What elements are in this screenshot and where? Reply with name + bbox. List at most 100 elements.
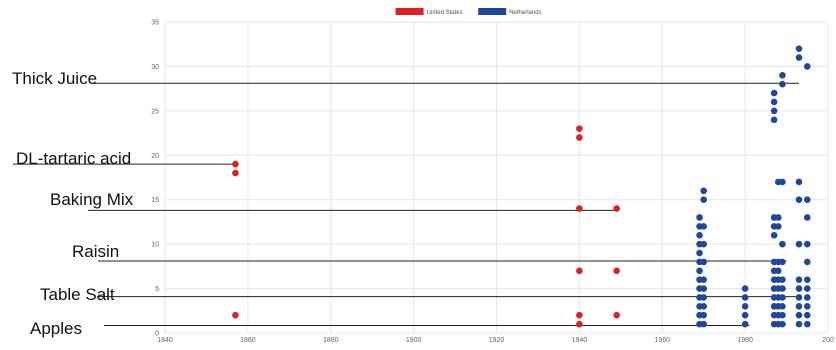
united-states-point [613, 267, 620, 275]
netherlands-point [770, 89, 778, 97]
y-tick-label: 25 [151, 108, 159, 115]
netherlands-point [803, 320, 811, 328]
netherlands-point [696, 214, 703, 221]
netherlands-point [774, 267, 782, 275]
annotation-labels: Thick Juice DL-tartaric acid Baking Mix Rai… [12, 69, 134, 338]
netherlands-point [803, 311, 811, 319]
netherlands-point [803, 294, 811, 301]
y-tick-label: 30 [151, 64, 159, 71]
netherlands-point [795, 285, 803, 292]
annotation-label: Apples [30, 319, 82, 338]
netherlands-point [700, 303, 707, 310]
netherlands-point [795, 311, 803, 319]
netherlands-point [779, 303, 786, 310]
netherlands-point [795, 320, 803, 328]
netherlands-point [741, 303, 749, 310]
netherlands-point [779, 276, 786, 283]
united-states-point [232, 160, 239, 168]
netherlands-point [770, 116, 778, 124]
united-states-point [576, 125, 583, 132]
united-states-point [613, 311, 620, 319]
grid [164, 21, 829, 334]
netherlands-point [795, 303, 803, 310]
netherlands-point [741, 320, 749, 328]
netherlands-point [795, 45, 803, 52]
netherlands-point [803, 196, 811, 204]
netherlands-point [795, 294, 803, 301]
netherlands-point [779, 178, 786, 186]
netherlands-point [803, 303, 811, 310]
united-states-point [576, 311, 583, 319]
netherlands-point [700, 187, 707, 195]
netherlands-point [696, 249, 703, 257]
netherlands-point [774, 214, 782, 221]
netherlands-point [696, 267, 703, 275]
x-tick-label: 1920 [489, 337, 505, 344]
netherlands-point [700, 196, 707, 204]
legend-label: United States [427, 10, 463, 16]
netherlands-point [803, 240, 811, 248]
y-tick-label: 15 [151, 197, 159, 204]
netherlands-point [779, 294, 786, 301]
netherlands-point [803, 276, 811, 283]
legend-swatch [395, 8, 424, 15]
netherlands-point [795, 178, 803, 186]
legend: United States Netherlands [395, 8, 542, 16]
legend-label: Netherlands [509, 10, 541, 16]
netherlands-point [700, 258, 707, 266]
netherlands-point [700, 240, 707, 248]
netherlands-point [795, 276, 803, 283]
netherlands-point [803, 214, 811, 221]
netherlands-point [770, 98, 778, 106]
netherlands-point [779, 240, 786, 248]
legend-swatch [478, 8, 507, 15]
annotation-label: DL-tartaric acid [16, 149, 131, 168]
netherlands-point [770, 231, 778, 239]
united-states-point [576, 205, 583, 212]
x-tick-label: 1900 [406, 337, 422, 344]
united-states-point [576, 267, 583, 275]
x-tick-label: 1840 [157, 337, 173, 344]
united-states-point [576, 134, 583, 141]
united-states-point [613, 205, 620, 212]
netherlands-point [774, 223, 782, 230]
netherlands-point [779, 80, 786, 88]
netherlands-point [741, 285, 749, 292]
y-tick-label: 0 [155, 331, 159, 338]
y-tick-label: 35 [151, 20, 159, 27]
y-tick-label: 20 [151, 153, 159, 160]
netherlands-point [700, 276, 707, 283]
netherlands-point [779, 320, 786, 328]
netherlands-point [696, 231, 703, 239]
netherlands-point [779, 285, 786, 292]
netherlands-point [700, 223, 707, 230]
x-tick-label: 1940 [572, 337, 588, 344]
netherlands-point [741, 311, 749, 319]
netherlands-point [779, 311, 786, 319]
annotation-label: Table Salt [40, 285, 115, 304]
x-tick-label: 1960 [654, 337, 670, 344]
x-axis: 1840 1860 1880 1900 1920 1940 1960 1980 200 [157, 337, 834, 344]
netherlands-point [795, 240, 803, 248]
netherlands-point [770, 107, 778, 115]
x-tick-label: 1860 [240, 337, 256, 344]
y-tick-label: 10 [151, 242, 159, 249]
x-tick-label: 200 [822, 337, 834, 344]
united-states-point [576, 320, 583, 328]
y-tick-label: 5 [155, 286, 159, 293]
netherlands-point [700, 311, 707, 319]
netherlands-point [803, 285, 811, 292]
annotation-label: Baking Mix [50, 190, 134, 209]
netherlands-point [779, 72, 786, 79]
netherlands-point [700, 285, 707, 292]
netherlands-point [795, 196, 803, 204]
data-points [232, 45, 811, 328]
united-states-point [232, 311, 239, 319]
netherlands-point [700, 320, 707, 328]
netherlands-point [741, 294, 749, 301]
netherlands-point [795, 54, 803, 61]
annotation-label: Thick Juice [12, 69, 97, 88]
x-tick-label: 1980 [737, 337, 753, 344]
netherlands-point [779, 258, 786, 266]
